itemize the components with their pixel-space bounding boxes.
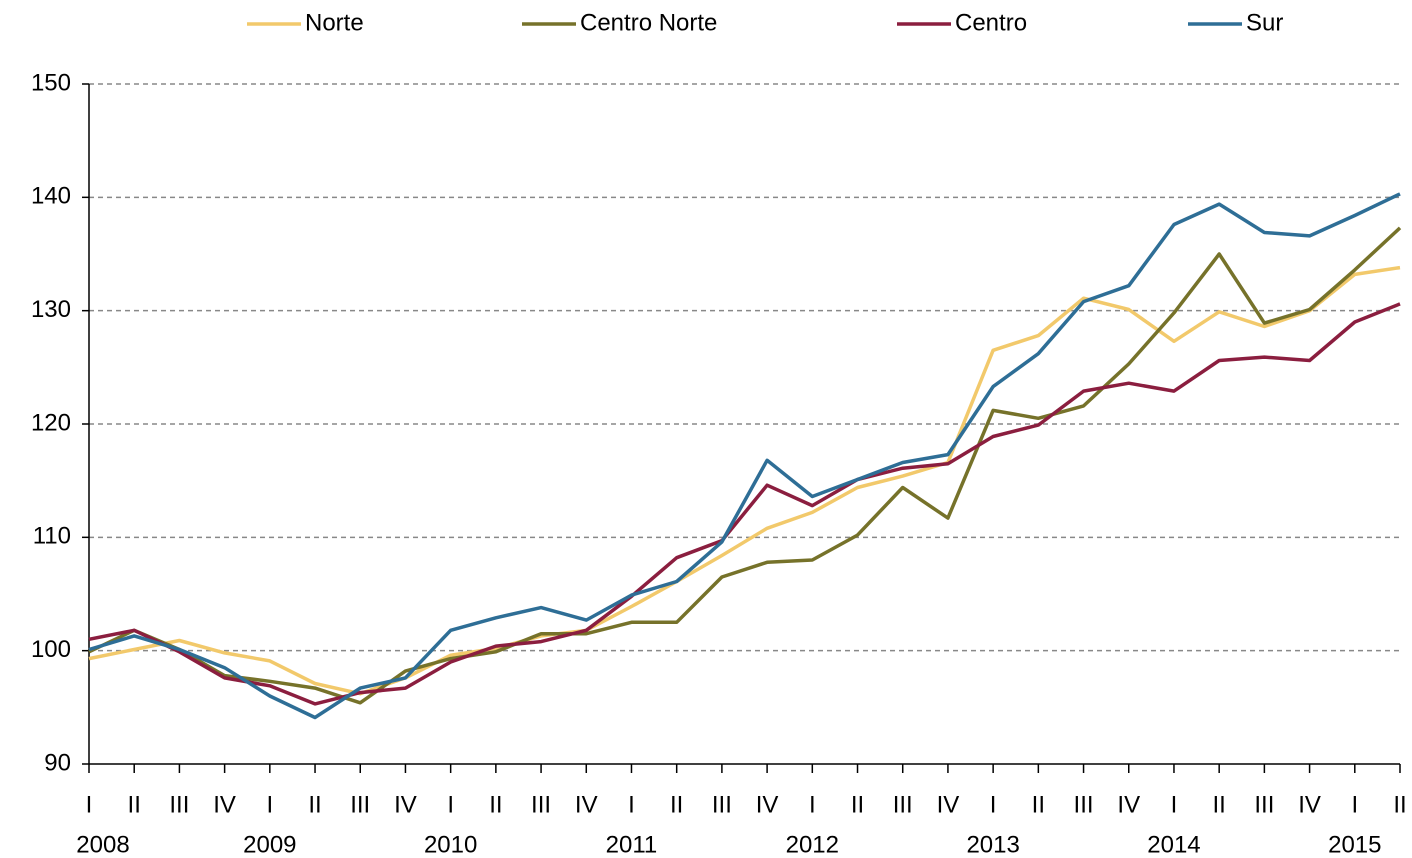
x-tick-label: III [531, 791, 551, 818]
year-label: 2014 [1147, 831, 1200, 858]
x-tick-label: II [128, 791, 141, 818]
x-tick-label: I [86, 791, 93, 818]
y-tick-label: 90 [44, 749, 71, 776]
x-tick-label: II [851, 791, 864, 818]
series-line [88, 226, 1402, 705]
x-tick-label: III [712, 791, 732, 818]
x-tick-label: IV [575, 791, 598, 818]
x-tick-label: IV [937, 791, 960, 818]
year-label: 2008 [76, 831, 129, 858]
legend-label: Sur [1246, 9, 1283, 36]
x-tick-label: II [1393, 791, 1406, 818]
y-tick-label: 110 [33, 523, 71, 550]
series-line [88, 192, 1401, 720]
x-tick-label: III [169, 791, 189, 818]
y-tick-label: 100 [31, 636, 71, 663]
y-tick-label: 150 [31, 69, 71, 96]
x-tick-label: IV [394, 791, 417, 818]
x-tick-label: III [1254, 791, 1274, 818]
x-tick-label: II [1032, 791, 1045, 818]
x-tick-label: I [266, 791, 273, 818]
x-tick-label: I [628, 791, 635, 818]
year-label: 2009 [243, 831, 296, 858]
x-tick-label: II [489, 791, 502, 818]
x-tick-label: III [893, 791, 913, 818]
legend-label: Norte [305, 9, 364, 36]
year-label: 2013 [966, 831, 1019, 858]
x-tick-label: IV [1298, 791, 1321, 818]
legend-label: Centro [955, 9, 1027, 36]
x-tick-label: III [350, 791, 370, 818]
x-tick-label: I [990, 791, 997, 818]
y-tick-label: 140 [31, 183, 71, 210]
year-label: 2011 [606, 831, 658, 858]
x-tick-label: I [447, 791, 454, 818]
series-line [88, 265, 1401, 696]
x-tick-label: III [1074, 791, 1094, 818]
year-label: 2010 [424, 831, 477, 858]
y-tick-label: 120 [31, 409, 71, 436]
x-tick-label: II [308, 791, 321, 818]
x-tick-label: II [1213, 791, 1226, 818]
x-tick-label: I [809, 791, 816, 818]
series-line [88, 302, 1401, 706]
x-tick-label: I [1351, 791, 1358, 818]
year-label: 2012 [786, 831, 839, 858]
x-tick-label: IV [756, 791, 779, 818]
x-tick-label: I [1171, 791, 1178, 818]
year-label: 2015 [1328, 831, 1381, 858]
y-tick-label: 130 [31, 296, 71, 323]
x-tick-label: II [670, 791, 683, 818]
x-tick-label: IV [1117, 791, 1140, 818]
x-tick-label: IV [213, 791, 236, 818]
legend-label: Centro Norte [580, 9, 717, 36]
